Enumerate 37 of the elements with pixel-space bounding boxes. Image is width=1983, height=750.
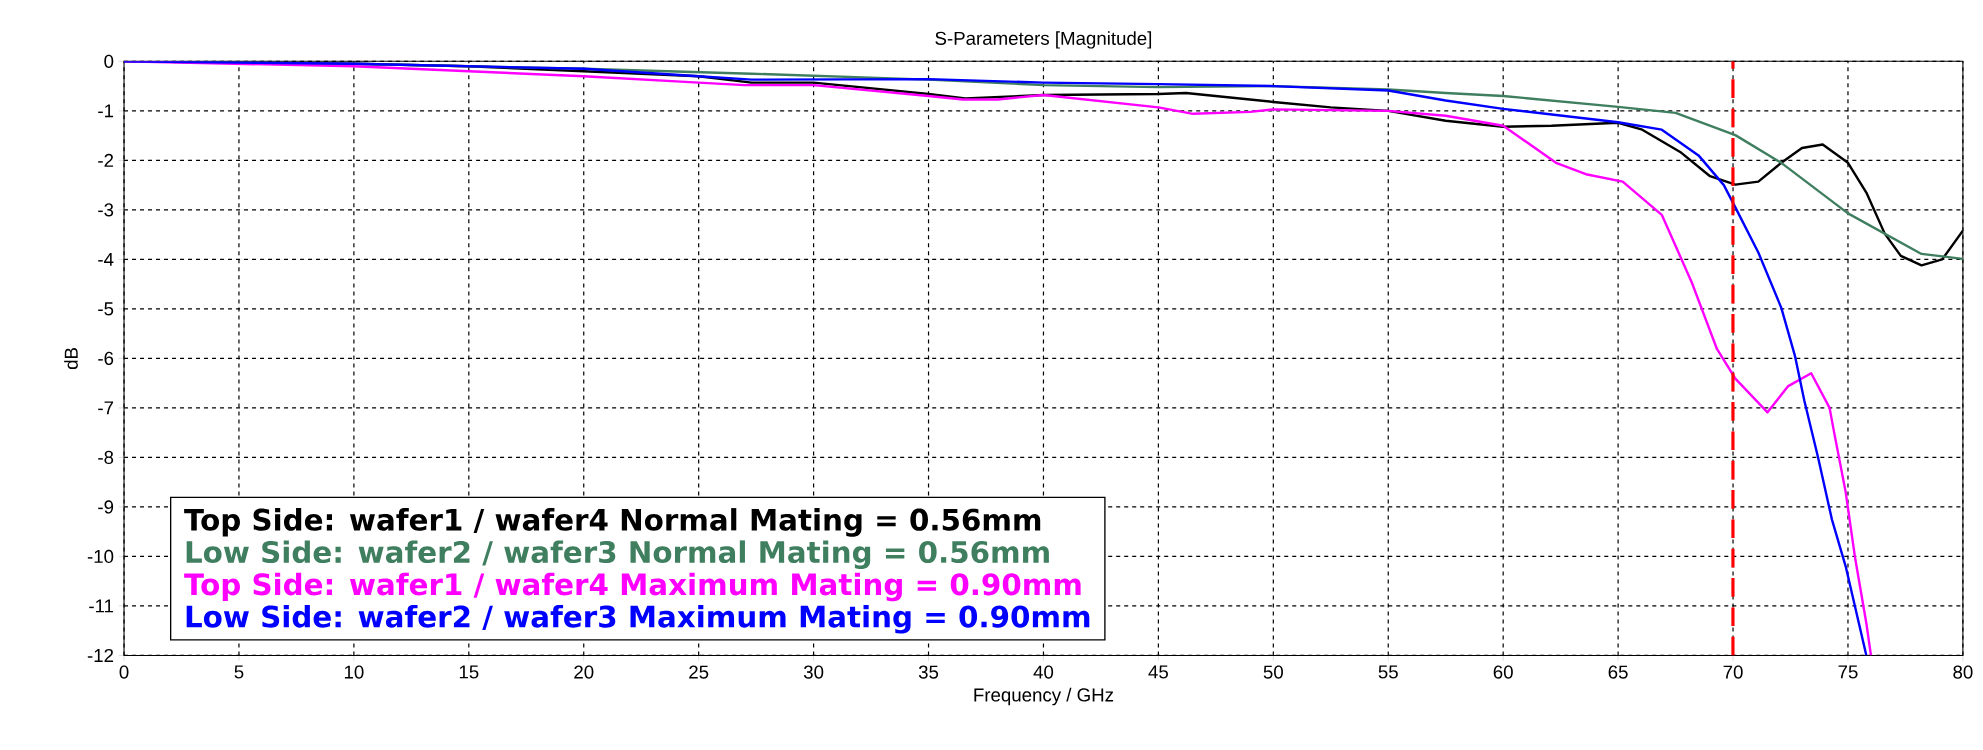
x-tick-label: 15 [459,665,479,679]
x-tick-label: 50 [1263,665,1283,679]
text: Top Side: wafer1 / wafer4 Normal Mating = 0.56mm [184,508,1041,537]
y-tick-label: -5 [98,302,114,316]
y-axis-title: dB [64,347,78,369]
x-tick-label: 80 [1953,665,1973,679]
y-tick-label: -2 [98,153,114,167]
y-tick-label: 0 [104,54,114,68]
y-tick-label: -8 [98,450,114,464]
chart-title: S-Parameters [Magnitude] [935,31,1152,49]
x-tick-label: 35 [918,665,939,679]
x-tick-label: 30 [803,665,824,679]
text: Top Side: wafer1 / wafer4 Maximum Mating = 0.90mm [184,572,1081,602]
x-tick-label: 45 [1148,665,1168,679]
y-tick-label: -4 [98,252,114,266]
x-tick-label: 65 [1608,665,1628,679]
x-tick-label: 55 [1378,665,1398,679]
y-tick-label: -3 [98,203,114,217]
y-tick-label: -11 [89,599,114,613]
x-tick-label: 40 [1033,665,1054,679]
x-tick-label: 20 [574,665,594,679]
x-tick-label: 75 [1838,665,1858,679]
x-tick-label: 60 [1493,665,1513,679]
y-tick-label: -9 [98,500,114,514]
x-tick-label: 70 [1723,665,1743,679]
x-tick-label: 5 [234,665,244,679]
y-tick-label: -10 [87,549,114,563]
text: Low Side: wafer2 / wafer3 Maximum Mating = 0.90mm [186,604,1090,634]
text: Low Side: wafer2 / wafer3 Normal Mating = 0.56mm [186,540,1049,569]
y-tick-label: -1 [98,104,114,118]
y-tick-label: -7 [98,401,114,415]
x-axis-title: Frequency / GHz [974,687,1114,706]
y-tick-label: -12 [87,648,114,662]
x-tick-label: 10 [344,665,364,679]
y-tick-label: -6 [98,351,114,365]
x-tick-label: 0 [119,665,129,679]
x-tick-label: 25 [689,665,709,679]
